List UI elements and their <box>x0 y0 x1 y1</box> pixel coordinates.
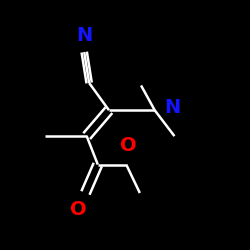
Text: O: O <box>70 200 86 220</box>
Text: N: N <box>164 98 181 117</box>
Text: N: N <box>76 26 92 45</box>
Text: O: O <box>120 136 137 155</box>
